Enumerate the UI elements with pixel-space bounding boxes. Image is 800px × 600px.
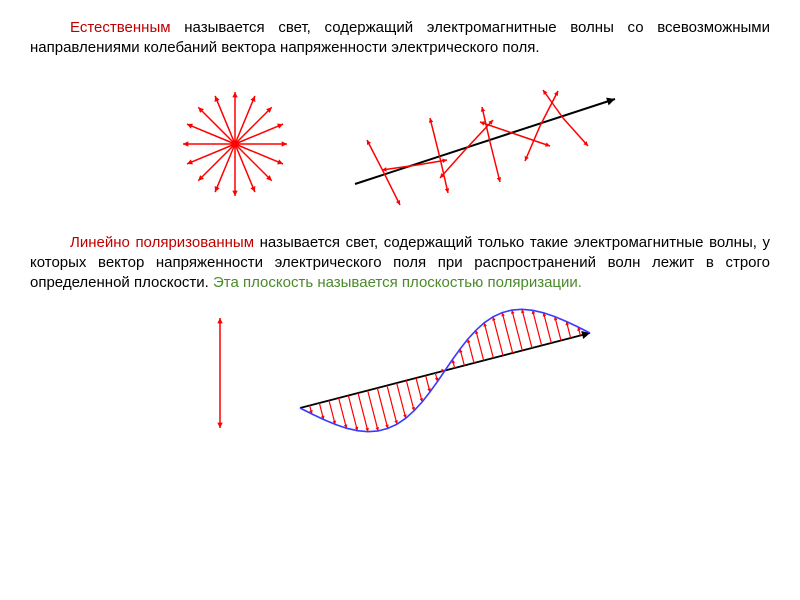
- paragraph-linear-polarized: Линейно поляризованным называется свет, …: [30, 233, 770, 294]
- figure-row-1: [30, 69, 770, 219]
- term-linear-polarized: Линейно поляризованным: [70, 234, 254, 251]
- diagram-linear-arrow: [190, 308, 250, 438]
- figure-row-2: [30, 303, 770, 443]
- diagram-sine-wave: [280, 303, 610, 443]
- term-natural: Естественным: [70, 19, 171, 36]
- paragraph-natural-light: Естественным называется свет, содержащий…: [30, 18, 770, 59]
- term-plane-of-polarization: Эта плоскость называется плоскостью поля…: [213, 274, 582, 291]
- diagram-random-3d: [335, 69, 635, 219]
- diagram-starburst: [165, 79, 305, 209]
